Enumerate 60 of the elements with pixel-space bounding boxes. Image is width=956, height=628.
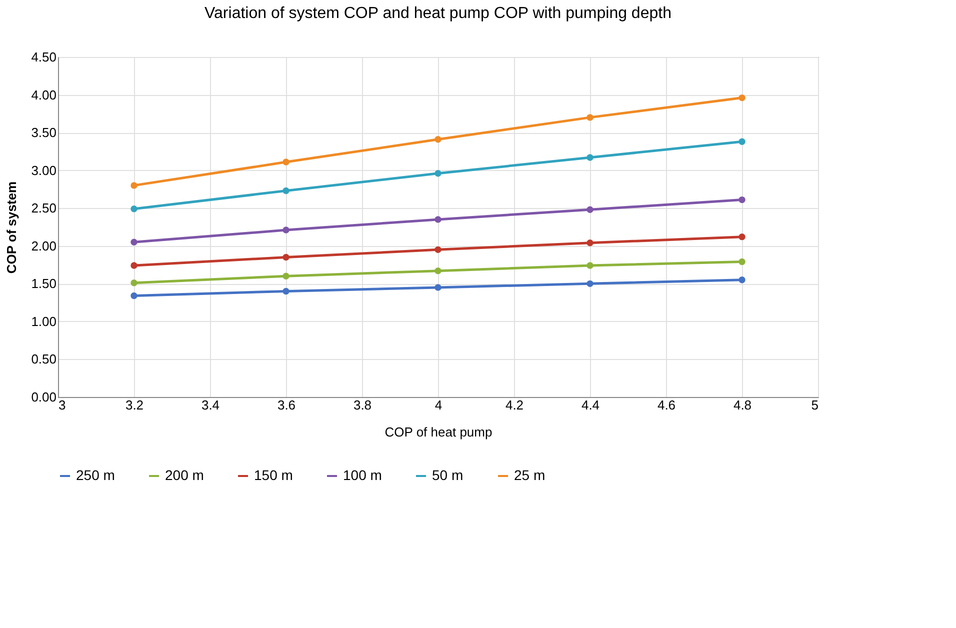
point: [434, 284, 442, 291]
point: [130, 262, 138, 269]
point: [586, 114, 594, 121]
x-tick-label: 3.6: [277, 398, 296, 412]
point: [130, 182, 138, 189]
chart-title: Variation of system COP and heat pump COP with pumping depth: [204, 5, 672, 22]
x-tick-label: 3.2: [125, 398, 144, 412]
y-tick-label: 1.50: [31, 276, 56, 292]
y-tick-label: 4.50: [31, 50, 56, 64]
point: [434, 246, 442, 254]
point: [130, 238, 138, 246]
point: [282, 158, 290, 166]
x-tick-label: 3.4: [201, 398, 220, 412]
x-tick-label: 5: [811, 398, 818, 412]
point: [586, 240, 594, 246]
point: [434, 136, 442, 143]
legend-label: 25 m: [514, 467, 546, 483]
x-tick-label: 4.2: [505, 398, 524, 412]
x-tick-label: 4: [434, 398, 442, 412]
point: [738, 233, 746, 240]
point: [586, 262, 594, 269]
y-tick-label: 2.00: [31, 238, 56, 254]
legend-label: 100 m: [343, 467, 382, 483]
x-tick-label: 4.8: [733, 398, 752, 412]
y-tick-label: 3.50: [31, 125, 56, 140]
x-tick-label: 3: [58, 398, 66, 412]
point: [586, 154, 594, 161]
legend-label: 250 m: [76, 467, 115, 483]
point: [282, 288, 290, 295]
x-tick-label: 4.6: [657, 398, 676, 412]
point: [282, 226, 290, 234]
y-tick-label: 4.00: [31, 87, 56, 102]
y-tick-label: 2.50: [31, 200, 56, 216]
point: [738, 196, 746, 204]
y-axis-title: COP of system: [4, 181, 20, 274]
point: [738, 94, 746, 102]
point: [586, 206, 594, 213]
point: [434, 170, 442, 177]
y-tick-label: 1.00: [31, 314, 56, 329]
y-tick-label: 0.50: [31, 352, 56, 367]
point: [738, 258, 746, 266]
point: [130, 206, 138, 212]
x-tick-label: 3.8: [353, 398, 372, 412]
y-tick-label: 0.00: [31, 390, 56, 404]
point: [282, 187, 290, 194]
point: [434, 216, 442, 223]
point: [282, 272, 290, 280]
x-axis-title: COP of heat pump: [384, 424, 492, 440]
point: [434, 267, 442, 274]
legend-label: 50 m: [432, 467, 464, 483]
point: [738, 276, 746, 284]
point: [130, 292, 138, 300]
point: [586, 280, 594, 288]
point: [130, 280, 138, 286]
legend-label: 150 m: [254, 467, 293, 483]
legend-label: 200 m: [165, 467, 204, 483]
point: [738, 138, 746, 145]
y-tick-label: 3.00: [31, 162, 56, 178]
x-tick-label: 4.4: [581, 398, 600, 412]
point: [282, 254, 290, 261]
